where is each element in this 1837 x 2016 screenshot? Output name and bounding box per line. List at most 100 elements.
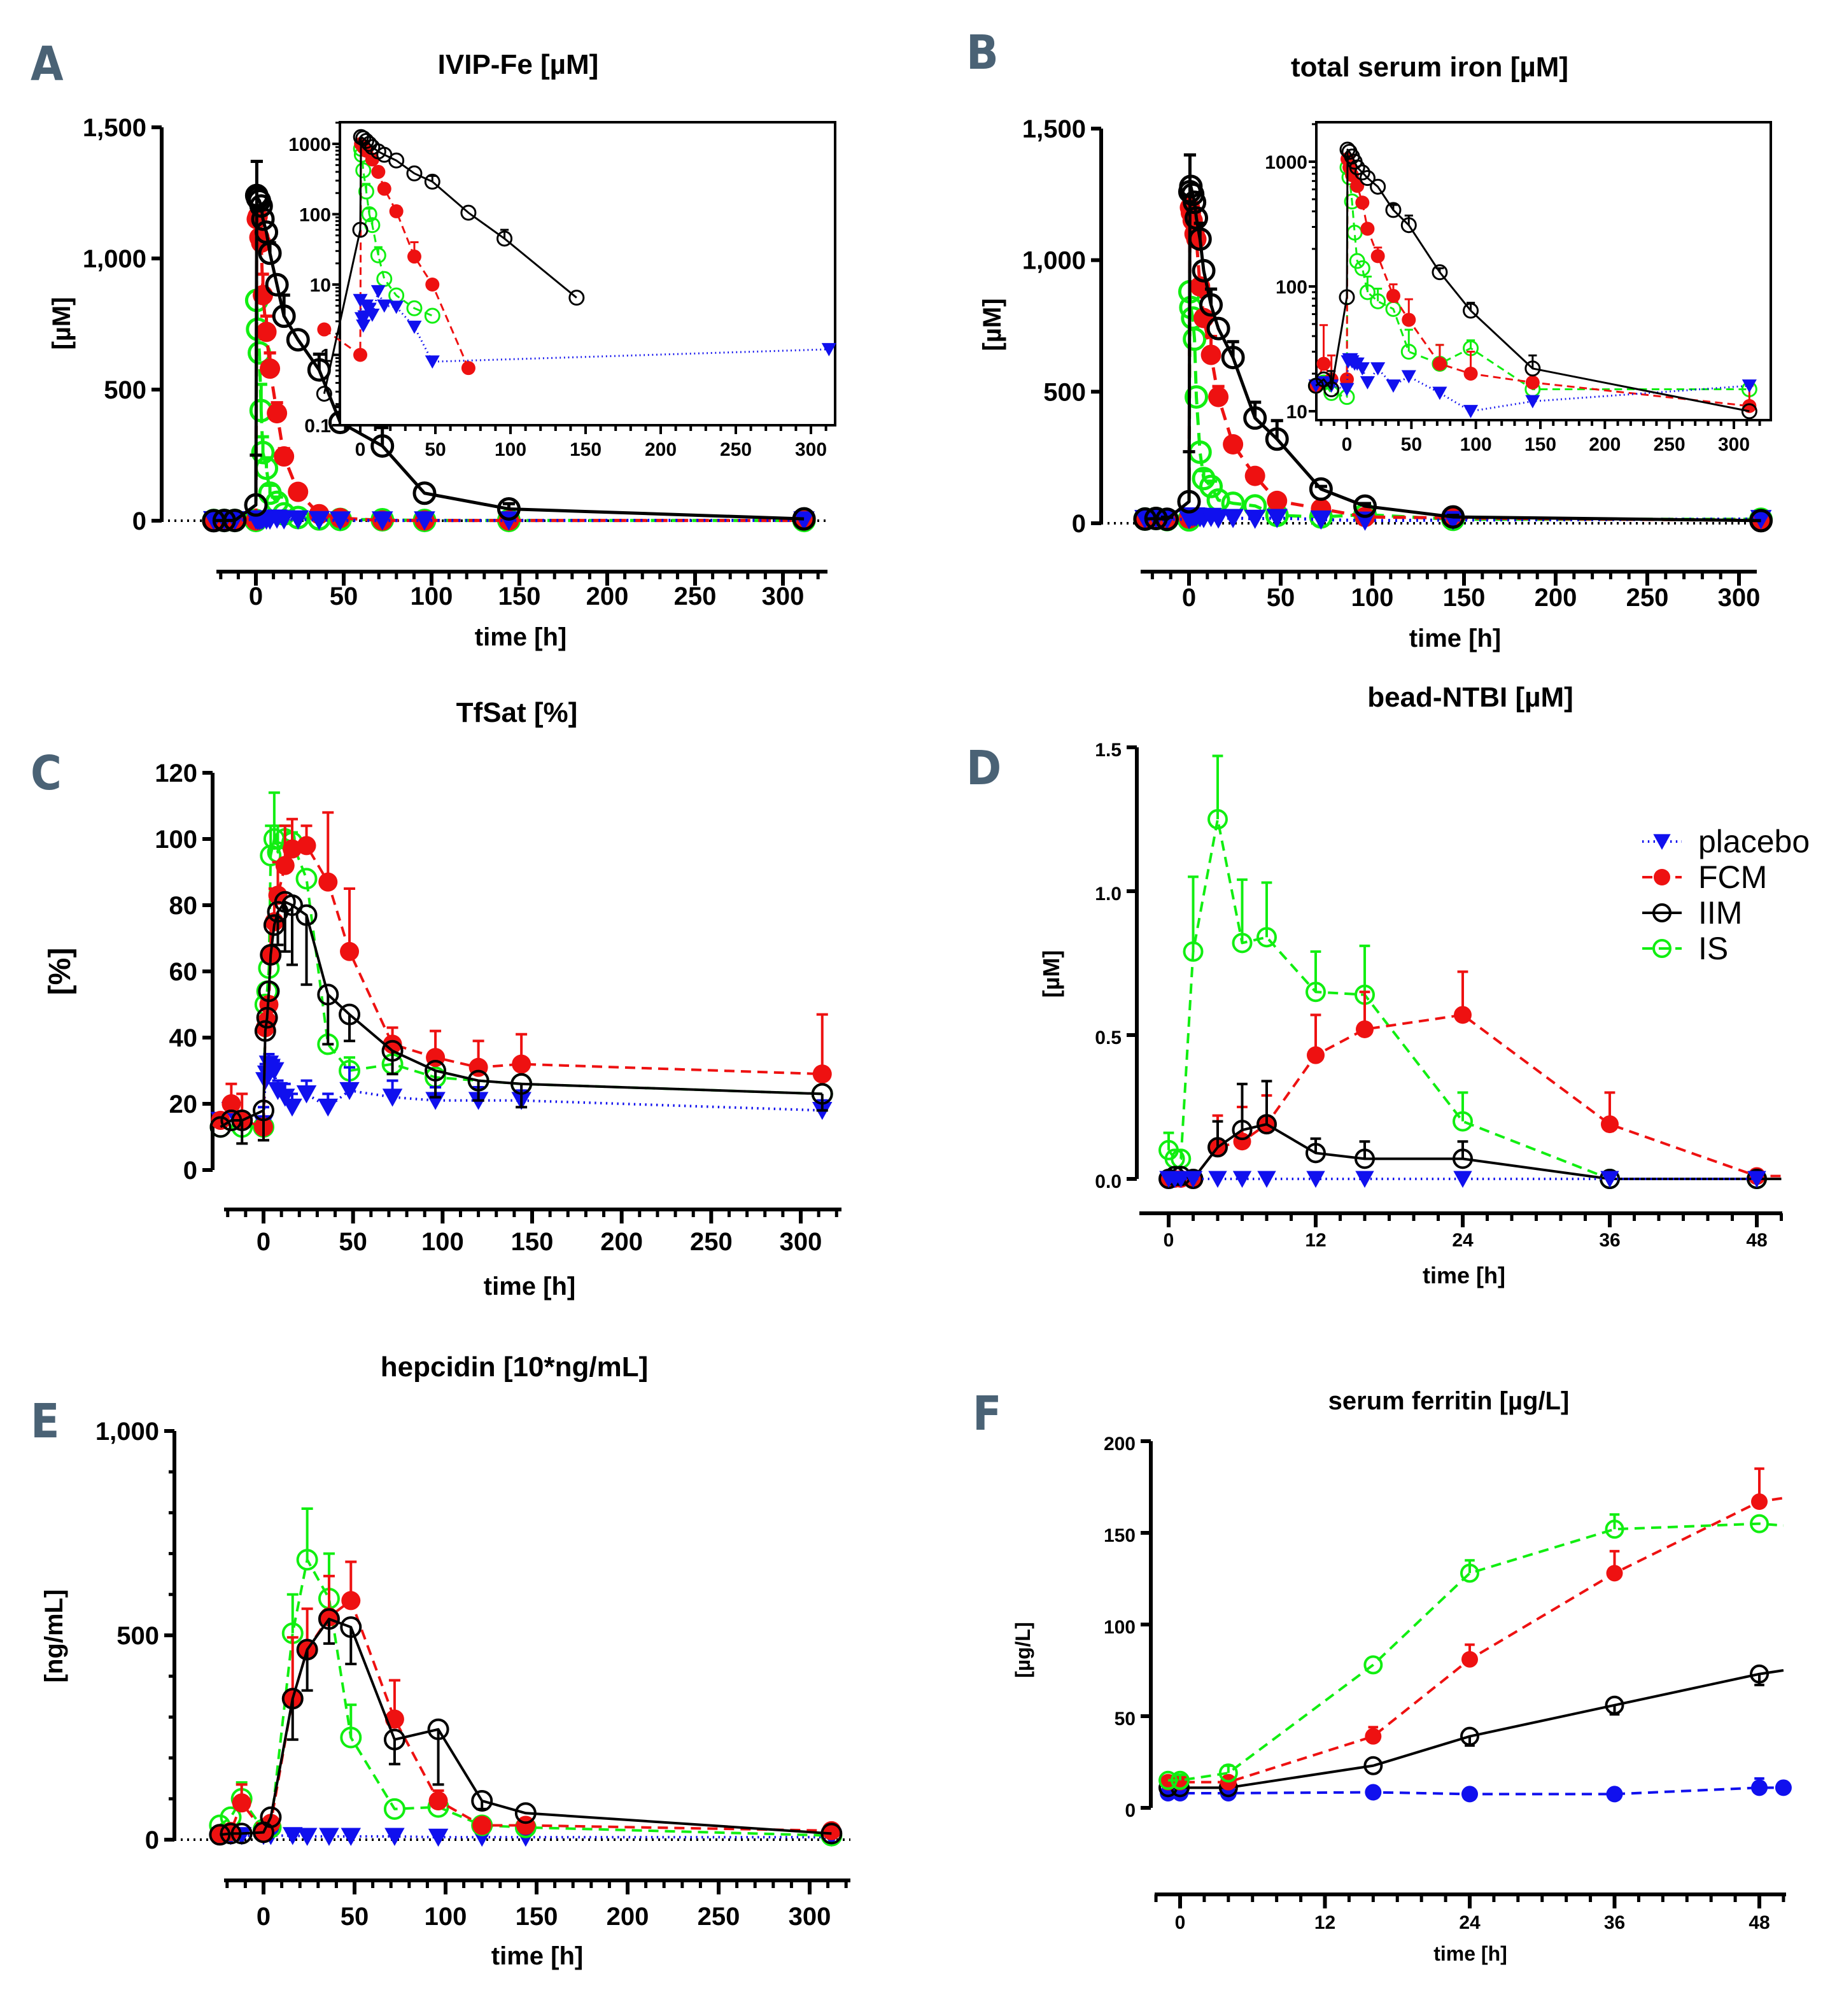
series-line [1168, 1123, 1782, 1180]
panel-letter: A [31, 37, 64, 92]
data-point [1206, 316, 1230, 341]
data-point [496, 497, 521, 521]
x-axis-label: time [h] [491, 1942, 583, 1970]
data-point [265, 272, 289, 297]
data-point [1400, 343, 1417, 360]
x-tick-label: 100 [1351, 584, 1394, 612]
data-point [1432, 264, 1448, 281]
data-point [1183, 1171, 1203, 1188]
data-point [1600, 1171, 1619, 1188]
data-point [428, 1791, 448, 1811]
series-IIM [209, 1608, 843, 1846]
x-tick-label: 250 [698, 1903, 740, 1931]
data-point [1749, 509, 1773, 533]
data-point [1747, 1169, 1767, 1189]
x-axis-label: time [h] [1409, 624, 1501, 652]
y-tick-label: 1000 [1265, 152, 1307, 173]
data-point [424, 307, 440, 324]
data-point [1266, 509, 1288, 528]
data-point [319, 1828, 339, 1846]
data-point [461, 361, 475, 376]
data-point [1306, 1143, 1326, 1164]
x-tick-label: 150 [1524, 434, 1556, 455]
data-point [1525, 395, 1540, 409]
data-point [1386, 288, 1400, 303]
data-point [370, 285, 386, 299]
data-point [1144, 507, 1168, 531]
series-IIM [1158, 1664, 1784, 1798]
y-tick-label: 20 [169, 1090, 198, 1118]
data-point [1265, 427, 1289, 451]
data-point [460, 204, 477, 221]
x-tick-label: 200 [600, 1228, 643, 1256]
data-point [1354, 164, 1370, 181]
x-tick-label: 0 [257, 1228, 271, 1256]
y-tick-label: 100 [1276, 277, 1307, 298]
x-tick-label: 12 [1305, 1230, 1326, 1251]
data-point [382, 1089, 403, 1107]
series-FCM [210, 1560, 841, 1843]
panel-letter: B [966, 25, 999, 80]
data-point [467, 1069, 489, 1092]
series-FCM [211, 811, 832, 1137]
data-point [1349, 159, 1365, 176]
legend-label: IIM [1698, 895, 1742, 931]
data-point [512, 1054, 531, 1074]
data-point [1192, 258, 1216, 283]
data-point [381, 1040, 404, 1062]
data-point [263, 914, 285, 936]
x-tick-label: 300 [789, 1903, 831, 1931]
data-point [274, 446, 295, 467]
x-tick-label: 36 [1604, 1912, 1625, 1933]
data-point [1370, 249, 1385, 264]
data-point [1192, 467, 1216, 491]
y-tick-label: 1,000 [83, 245, 146, 273]
x-axis-label: time [h] [475, 623, 567, 651]
legend-entry-IIM: IIM [1642, 895, 1742, 931]
y-tick-label: 0 [183, 1157, 197, 1185]
data-point [1605, 1695, 1624, 1715]
data-point [424, 173, 440, 190]
x-tick-label: 150 [570, 439, 602, 460]
data-point [389, 204, 404, 218]
x-axis-label: time [h] [1433, 1942, 1507, 1965]
y-tick-label: 0 [1125, 1800, 1136, 1821]
data-point [821, 342, 836, 356]
series-IS [1158, 1513, 1784, 1790]
panel-A: A IVIP-Fe [µM] [µM] time [h] 05001,0001,… [31, 37, 836, 651]
data-point [339, 1003, 361, 1026]
data-point [1185, 385, 1209, 409]
data-point [812, 1064, 832, 1084]
data-point [318, 1098, 339, 1117]
y-tick-label: 0.0 [1095, 1171, 1122, 1192]
data-point [260, 358, 281, 379]
x-tick-label: 200 [607, 1903, 649, 1931]
data-point [1218, 1763, 1238, 1783]
data-point [496, 230, 513, 247]
data-point [1652, 903, 1672, 922]
x-tick-label: 24 [1452, 1230, 1474, 1251]
panel-title: bead-NTBI [µM] [1367, 682, 1573, 713]
data-point [1365, 1784, 1382, 1801]
data-point [1463, 366, 1478, 381]
data-point [389, 300, 404, 314]
data-point [1606, 1565, 1623, 1582]
x-tick-label: 250 [1654, 434, 1686, 455]
x-tick-label: 50 [1401, 434, 1422, 455]
data-point [1171, 1770, 1190, 1790]
data-point [1751, 1493, 1768, 1511]
y-tick-label: 100 [155, 826, 197, 854]
data-point [371, 164, 386, 179]
data-point [471, 1790, 493, 1812]
series-IIM [1133, 153, 1773, 533]
legend-entry-placebo: placebo [1642, 824, 1810, 859]
y-axis-label: [µM] [48, 297, 76, 349]
data-point [1401, 370, 1416, 384]
y-tick-label: 500 [104, 376, 146, 404]
data-point [1432, 386, 1447, 400]
data-point [1355, 1171, 1374, 1188]
data-point [1355, 195, 1370, 210]
data-point [406, 165, 423, 181]
data-point [296, 1549, 318, 1571]
